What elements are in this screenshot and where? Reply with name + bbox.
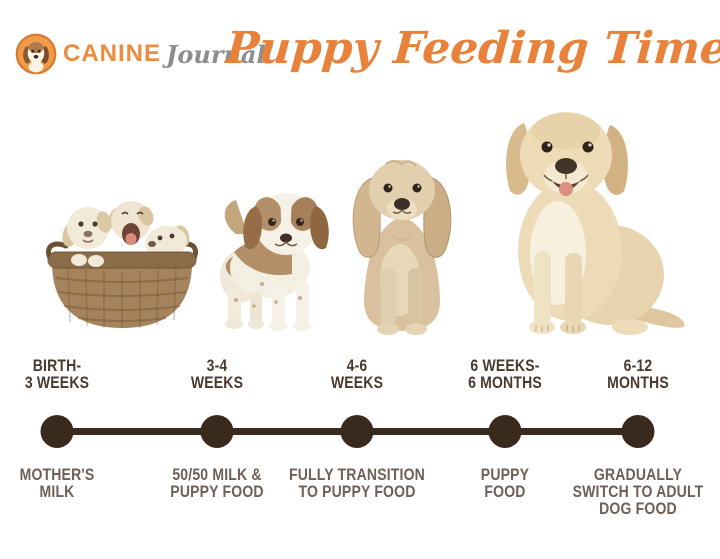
canine-journal-logo: CANINE Journal ® (14, 30, 273, 78)
age-label-stage-5: 6-12 MONTHS (607, 357, 669, 392)
feeding-label-stage-5: GRADUALLY SWITCH TO ADULT DOG FOOD (572, 466, 704, 518)
feeding-label-stage-1: MOTHER'S MILK (19, 466, 95, 501)
cocker-spaniel-puppy-illustration (352, 160, 452, 335)
age-label-stage-2: 3-4 WEEKS (190, 357, 244, 392)
basket-of-newborn-puppies-illustration (46, 201, 198, 328)
age-label-stage-3: 4-6 WEEKS (330, 357, 384, 392)
dog-logo-icon (15, 33, 57, 75)
feeding-label-stage-2: 50/50 MILK & PUPPY FOOD (170, 466, 264, 501)
age-label-stage-4: 6 WEEKS- 6 MONTHS (468, 357, 542, 392)
timeline-dot-stage-2 (200, 415, 234, 448)
beagle-puppy-illustration (220, 193, 329, 331)
feeding-label-stage-3: FULLY TRANSITION TO PUPPY FOOD (289, 466, 425, 501)
timeline-dot-stage-4 (488, 415, 522, 448)
brand-suffix: Journal (166, 39, 266, 69)
registered-mark: ® (266, 41, 274, 51)
timeline-dot-stage-5 (621, 415, 655, 448)
brand-name: CANINE (63, 40, 162, 67)
age-label-stage-1: BIRTH- 3 WEEKS (24, 357, 90, 392)
labrador-puppy-illustration (506, 112, 685, 335)
feeding-label-stage-4: PUPPY FOOD (480, 466, 530, 501)
timeline-dot-stage-3 (340, 415, 374, 448)
timeline-dot-stage-1 (40, 415, 74, 448)
page-title: Puppy Feeding Timeline (224, 23, 720, 74)
